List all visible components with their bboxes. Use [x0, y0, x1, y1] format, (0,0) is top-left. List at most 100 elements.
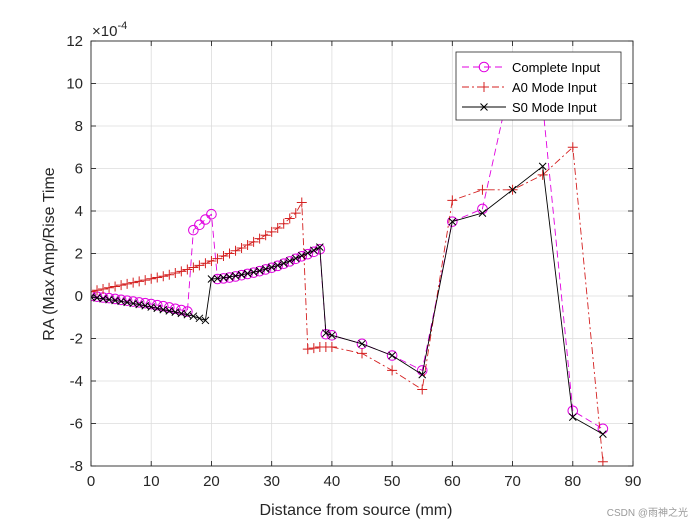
legend-label: A0 Mode Input [512, 80, 597, 95]
data-point [194, 219, 205, 231]
data-point [537, 169, 548, 180]
data-point [200, 258, 211, 269]
data-point [358, 339, 366, 348]
data-point [183, 310, 192, 319]
data-point [285, 257, 294, 265]
data-point [170, 303, 181, 315]
y-tick-label: 4 [75, 203, 83, 220]
legend-label: S0 Mode Input [512, 100, 597, 115]
x-tick-label: 90 [625, 473, 642, 490]
data-point [267, 263, 276, 272]
data-point [206, 208, 217, 220]
data-point [237, 270, 246, 279]
data-point [388, 351, 396, 360]
x-axis-title: Distance from source (mm) [260, 502, 453, 519]
x-tick-label: 20 [203, 473, 220, 490]
data-point [357, 348, 367, 359]
exponent-label: ×10-4 [92, 20, 127, 40]
data-point [122, 278, 133, 289]
x-tick-label: 30 [263, 473, 280, 490]
data-point [302, 344, 313, 355]
data-point [260, 230, 271, 241]
data-point [157, 300, 169, 312]
data-point [417, 384, 428, 395]
data-point [261, 265, 270, 273]
data-point [279, 259, 288, 268]
data-point [110, 281, 121, 292]
y-tick-label: 12 [66, 33, 83, 50]
data-point [448, 217, 457, 226]
data-point [326, 330, 338, 341]
data-point [290, 208, 301, 219]
x-tick-label: 60 [444, 473, 461, 490]
data-point [165, 307, 174, 315]
data-point [129, 299, 138, 308]
data-point [272, 223, 283, 233]
x-tick-label: 50 [384, 473, 401, 490]
data-point [387, 365, 398, 376]
data-point [243, 269, 252, 278]
data-point [176, 266, 187, 277]
data-point [170, 268, 181, 279]
data-point [284, 213, 295, 224]
data-point [141, 301, 150, 310]
data-point [201, 316, 210, 325]
data-point [163, 302, 175, 313]
data-point [164, 269, 175, 280]
data-point [568, 413, 577, 421]
x-tick-label: 70 [504, 473, 521, 490]
data-point [153, 304, 162, 313]
data-point [147, 303, 156, 311]
data-point [328, 331, 336, 340]
data-point [194, 260, 205, 271]
y-tick-label: -6 [70, 416, 83, 433]
data-point [447, 195, 458, 206]
data-point [308, 343, 319, 354]
data-point [176, 304, 187, 316]
data-point [567, 142, 578, 153]
data-point [182, 264, 193, 275]
y-tick-label: 6 [75, 161, 83, 178]
data-point [207, 275, 216, 283]
data-point [477, 184, 488, 195]
data-point [326, 342, 337, 352]
data-point [218, 251, 229, 262]
y-tick-label: -4 [70, 373, 83, 390]
data-point [104, 282, 115, 293]
y-tick-label: -8 [70, 458, 83, 475]
data-point [189, 312, 198, 321]
data-point [200, 214, 211, 225]
data-point [273, 261, 282, 270]
legend: Complete Input A0 Mode Input S0 Mode Input [455, 51, 622, 121]
y-tick-label: 8 [75, 118, 83, 135]
data-point [206, 255, 217, 266]
x-tick-label: 80 [564, 473, 581, 490]
axes [90, 40, 634, 467]
data-point [117, 297, 125, 306]
data-point [291, 254, 300, 263]
data-point [134, 276, 145, 287]
watermark-text: CSDN @雨神之光 [606, 508, 688, 519]
data-point [230, 245, 241, 256]
data-point [508, 185, 517, 194]
data-point [309, 246, 318, 255]
data-point [303, 249, 312, 257]
data-point [296, 197, 307, 208]
data-point [225, 273, 234, 281]
data-point [195, 314, 204, 323]
data-point [249, 268, 258, 277]
data-point [171, 308, 180, 317]
y-tick-label: 2 [75, 246, 83, 263]
data-point [447, 216, 458, 227]
data-point [418, 370, 427, 379]
tick-labels: 0 10 20 30 40 50 60 70 80 90 -8 -6 -4 -2 0 2 4 6 8 10 12 [66, 33, 641, 490]
data-point [177, 309, 186, 318]
data-point [236, 242, 247, 253]
data-point [128, 277, 139, 288]
legend-entry: A0 Mode Input [462, 80, 597, 95]
data-point [91, 286, 96, 297]
data-point [188, 262, 199, 273]
data-point [92, 285, 103, 296]
data-point [478, 209, 487, 217]
grid-lines [91, 41, 633, 466]
